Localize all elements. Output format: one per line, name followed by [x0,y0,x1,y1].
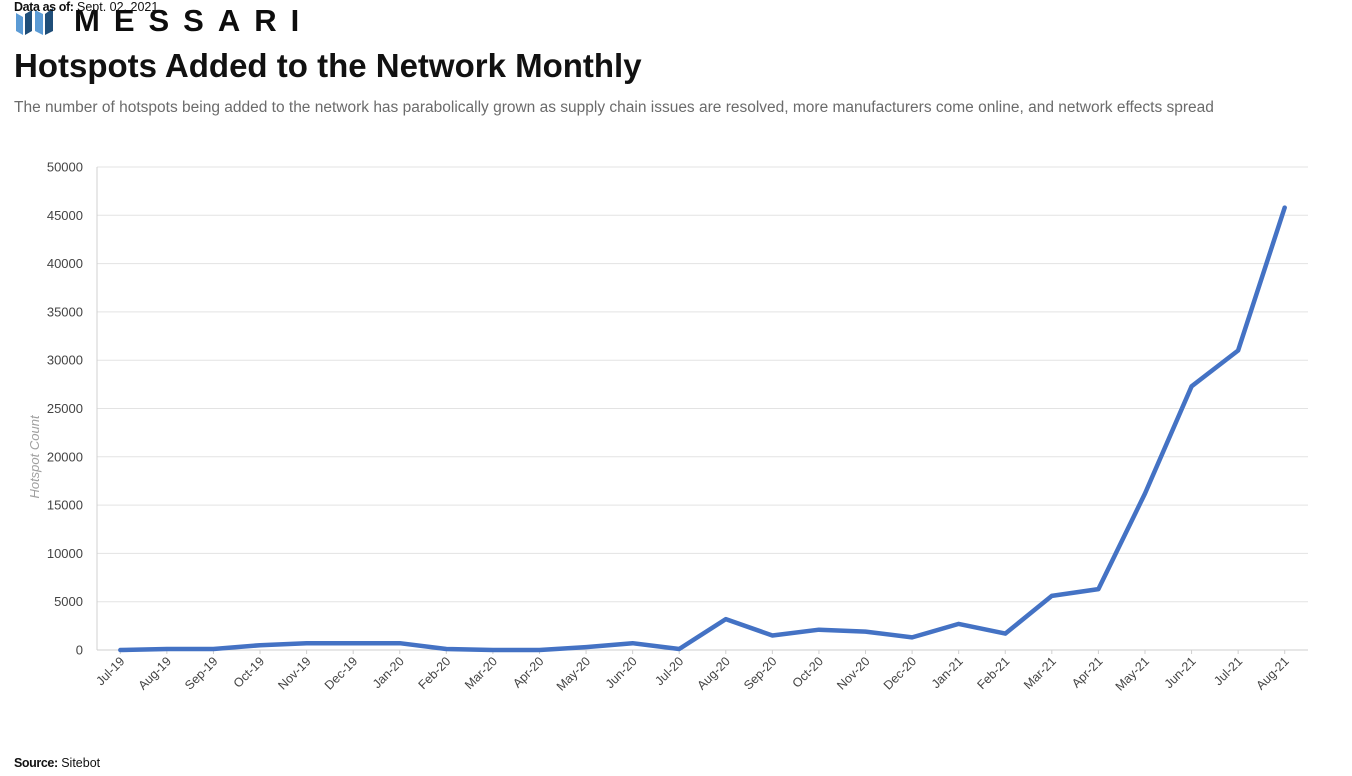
gridlines [96,166,1308,651]
page-subtitle: The number of hotspots being added to th… [14,99,1214,116]
x-tick-label: Jul-20 [652,654,686,688]
x-tick-label: Dec-20 [881,654,919,692]
x-tick-label: Jan-21 [929,654,966,691]
x-tick-label: Dec-19 [322,654,360,692]
source-label: Source: [14,756,58,770]
x-tick-label: Jun-21 [1162,654,1199,691]
brand: MESSARI [14,4,313,38]
y-tick-label: 5000 [54,594,83,609]
x-tick-label: Nov-20 [834,654,872,692]
x-tick-label: Sep-20 [741,654,779,692]
y-tick-label: 10000 [47,546,83,561]
x-tick-label: Sep-19 [182,654,220,692]
y-tick-label: 45000 [47,208,83,223]
y-tick-label: 25000 [47,401,83,416]
y-tick-label: 15000 [47,498,83,513]
line-chart: 0 5000 10000 15000 20000 25000 30000 35000 40000… [27,160,1308,694]
x-tick-label: Aug-21 [1253,654,1291,692]
x-tick-label: Aug-20 [695,654,733,692]
x-tick-label: Jul-19 [93,654,127,688]
x-tick-label: Mar-20 [462,654,500,692]
brand-name: MESSARI [74,3,314,38]
y-tick-label: 50000 [47,160,83,175]
x-tick-label: Mar-21 [1021,654,1059,692]
y-tick-label: 20000 [47,449,83,464]
y-axis-label: Hotspot Count [27,414,42,498]
x-tick-label: Jul-21 [1211,654,1245,688]
y-tick-label: 0 [76,643,83,658]
y-tick-label: 35000 [47,304,83,319]
page-title: Hotspots Added to the Network Monthly [14,47,642,84]
x-tick-labels: Jul-19 Aug-19 Sep-19 Oct-19 Nov-19 Dec-19 Jan-… [93,650,1292,694]
y-tick-labels: 0 5000 10000 15000 20000 25000 30000 35000 40000… [47,160,83,658]
data-as-of-label: Data as of: [14,0,74,14]
data-as-of-value: Sept. 02, 2021 [73,0,159,14]
data-as-of: Data as of: Sept. 02, 2021 [14,0,158,14]
x-tick-label: Jan-20 [370,654,407,691]
x-tick-label: Aug-19 [136,654,174,692]
x-tick-label: Apr-21 [1069,654,1105,690]
x-tick-label: Feb-20 [416,654,454,692]
x-tick-label: Jun-20 [603,654,640,691]
x-tick-label: Apr-20 [510,654,546,690]
source: Source: Sitebot [14,756,100,770]
source-value: Sitebot [57,756,101,770]
x-tick-label: Nov-19 [275,654,313,692]
y-tick-label: 30000 [47,353,83,368]
y-tick-label: 40000 [47,256,83,271]
series [118,205,1287,653]
x-tick-label: May-20 [554,654,593,693]
x-tick-label: Oct-19 [231,654,267,690]
messari-bars-icon [16,8,53,35]
series-line [118,205,1287,653]
x-tick-label: May-21 [1113,654,1152,693]
x-tick-label: Feb-21 [974,654,1012,692]
x-tick-label: Oct-20 [790,654,826,690]
